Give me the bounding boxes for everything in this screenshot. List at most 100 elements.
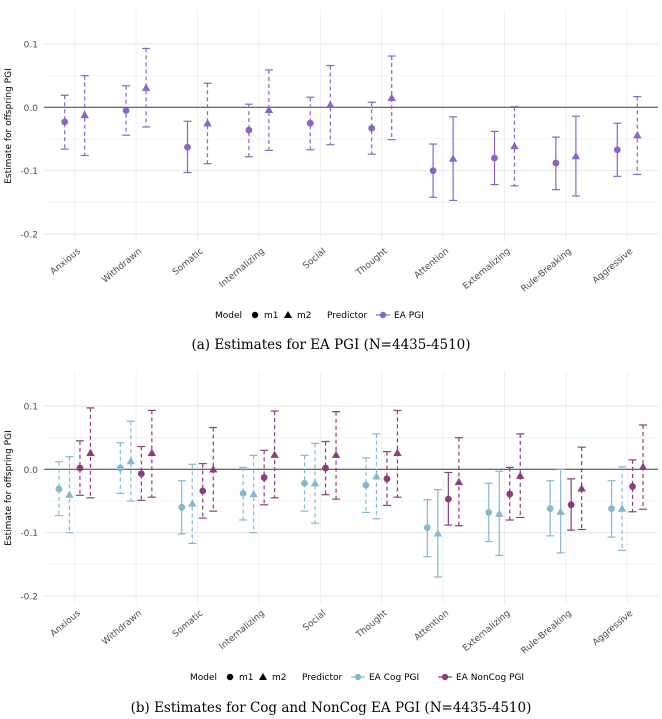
x-tick-label-thought: Thought	[354, 608, 390, 641]
legend-predictor-title: Predictor	[327, 311, 368, 321]
legend-triangle-icon	[284, 311, 292, 318]
legend-point-icon	[441, 673, 449, 681]
point-estimate-circle	[629, 483, 636, 490]
legend-model-title: Model	[190, 673, 217, 683]
legend-model-label: m2	[272, 673, 287, 683]
y-tick-label: 0.1	[24, 403, 38, 413]
point-estimate-triangle	[638, 462, 648, 470]
x-tick-label-rule-breaking: Rule-Breaking	[520, 247, 574, 295]
point-estimate-triangle	[617, 504, 627, 512]
point-estimate-circle	[567, 501, 575, 509]
y-tick-label: -0.2	[20, 593, 38, 603]
point-estimate-circle	[184, 143, 191, 151]
legend-predictor-label: EA PGI	[394, 311, 424, 321]
point-estimate-circle	[178, 503, 186, 511]
series-ea-pgi-m1	[60, 85, 622, 198]
legend-model-label: m1	[239, 673, 254, 683]
y-tick-label: -0.2	[20, 231, 38, 241]
legend-point-icon	[379, 311, 387, 319]
point-estimate-triangle	[203, 118, 212, 127]
y-axis-label: Estimate for offspring PGI	[4, 68, 14, 184]
point-estimate-circle	[506, 490, 514, 498]
point-estimate-circle	[199, 487, 207, 495]
point-estimate-triangle	[577, 484, 586, 492]
point-estimate-triangle	[264, 105, 274, 114]
point-estimate-circle	[55, 485, 63, 493]
legend-circle-icon	[251, 311, 259, 319]
legend-predictor-label: EA Cog PGI	[369, 673, 419, 683]
point-estimate-triangle	[633, 131, 642, 139]
point-estimate-triangle	[326, 100, 335, 108]
chart-panel-b: -0.2 -0.1 0.0 0.1 Estimate for offspring PGI…	[0, 362, 662, 719]
point-estimate-triangle	[188, 499, 197, 507]
point-estimate-circle	[301, 479, 308, 487]
point-estimate-circle	[546, 505, 554, 512]
point-estimate-triangle	[65, 490, 74, 498]
x-tick-label-rule-breaking: Rule-Breaking	[520, 609, 574, 657]
x-tick-label-internalizing: Internalizing	[218, 247, 267, 291]
point-estimate-triangle	[448, 154, 458, 162]
point-estimate-circle	[368, 124, 376, 132]
plot-area-0: -0.2 -0.1 0.0 0.1 Estimate for offspring PGI…	[4, 10, 658, 294]
legend-model-label: m1	[264, 311, 279, 321]
point-estimate-triangle	[270, 450, 279, 458]
legend-triangle-icon	[259, 673, 267, 680]
point-estimate-triangle	[433, 529, 443, 537]
point-estimate-triangle	[387, 93, 396, 101]
point-estimate-circle	[122, 107, 130, 114]
x-tick-label-withdrawn: Withdrawn	[100, 247, 144, 286]
point-estimate-triangle	[510, 141, 519, 150]
legend-predictor-label: EA NonCog PGI	[456, 673, 524, 683]
point-estimate-triangle	[372, 472, 381, 480]
y-tick-label: -0.1	[20, 529, 38, 539]
x-tick-label-attention: Attention	[413, 247, 451, 281]
x-tick-label-externalizing: Externalizing	[461, 609, 512, 654]
x-tick-label-externalizing: Externalizing	[461, 247, 512, 292]
legend-predictor-title: Predictor	[302, 673, 343, 683]
legend-model-title: Model	[215, 311, 242, 321]
point-estimate-circle	[260, 474, 268, 481]
point-estimate-circle	[383, 475, 391, 483]
point-estimate-triangle	[454, 477, 464, 486]
point-estimate-circle	[429, 167, 437, 175]
series-ea-noncog-pgi-m2	[86, 407, 648, 531]
point-estimate-circle	[116, 464, 124, 472]
point-estimate-triangle	[147, 448, 157, 457]
point-estimate-circle	[485, 509, 493, 516]
series-ea-cog-pgi-m2	[65, 420, 627, 578]
chart-a: -0.2 -0.1 0.0 0.1 Estimate for offspring PGI…	[4, 10, 658, 321]
series-ea-noncog-pgi-m1	[75, 440, 637, 531]
y-tick-label: -0.1	[20, 167, 38, 177]
point-estimate-circle	[613, 146, 621, 154]
point-estimate-circle	[137, 470, 145, 478]
point-estimate-triangle	[86, 448, 95, 457]
point-estimate-triangle	[331, 450, 341, 458]
point-estimate-circle	[423, 524, 431, 531]
point-estimate-circle	[76, 464, 84, 472]
point-estimate-triangle	[80, 110, 89, 119]
y-tick-label: 0.0	[24, 104, 39, 114]
x-tick-label-social: Social	[301, 247, 328, 272]
caption-a: (a) Estimates for EA PGI (N=4435-4510)	[191, 337, 471, 353]
plot-area-1: -0.2 -0.1 0.0 0.1 Estimate for offspring PGI…	[4, 372, 658, 656]
point-estimate-triangle	[393, 448, 402, 457]
series-ea-pgi-m2	[80, 47, 642, 202]
point-estimate-triangle	[141, 83, 151, 91]
series-ea-cog-pgi-m1	[54, 442, 616, 558]
point-estimate-triangle	[556, 507, 565, 515]
x-tick-label-thought: Thought	[354, 246, 390, 279]
x-tick-label-somatic: Somatic	[171, 609, 205, 640]
x-tick-label-social: Social	[301, 609, 328, 634]
x-tick-label-attention: Attention	[413, 609, 451, 643]
point-estimate-triangle	[209, 465, 218, 473]
y-tick-label: 0.1	[24, 41, 38, 51]
point-estimate-circle	[444, 495, 452, 503]
x-tick-label-aggressive: Aggressive	[591, 246, 636, 286]
point-estimate-triangle	[249, 489, 258, 498]
legend-0: Model m1 m2 Predictor EA PGI	[215, 311, 424, 321]
point-estimate-triangle	[495, 509, 504, 517]
point-estimate-circle	[322, 464, 329, 472]
point-estimate-circle	[552, 159, 560, 167]
x-tick-label-aggressive: Aggressive	[591, 608, 636, 648]
x-tick-label-internalizing: Internalizing	[218, 609, 267, 653]
